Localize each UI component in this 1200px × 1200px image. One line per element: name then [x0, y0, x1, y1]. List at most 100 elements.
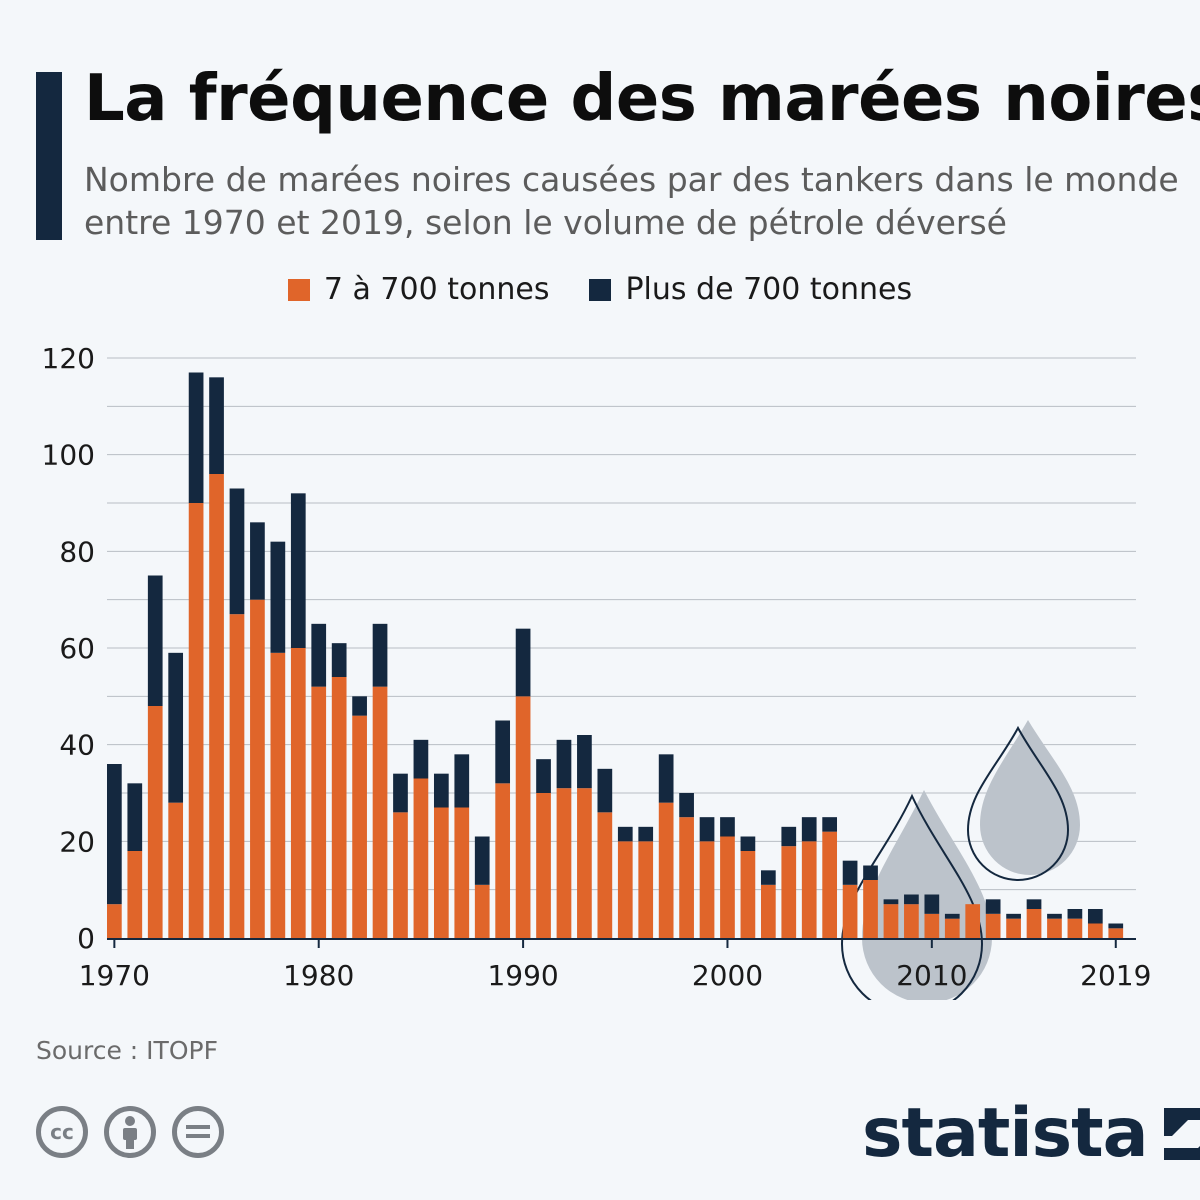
bar-large-1981: [331, 643, 347, 677]
bar-large-1978: [270, 541, 286, 653]
bar-large-2018: [1087, 909, 1103, 924]
x-tick-label: 2010: [896, 959, 967, 992]
bar-small-1985: [413, 778, 429, 938]
bar-small-2010: [924, 913, 940, 938]
bar-small-1988: [474, 884, 490, 938]
bar-large-2005: [822, 817, 838, 832]
nd-icon[interactable]: [172, 1106, 224, 1158]
bar-large-1996: [638, 826, 654, 842]
y-tick-label: 40: [59, 729, 95, 762]
bar-small-1971: [127, 851, 143, 938]
source-note: Source : ITOPF: [36, 1036, 218, 1065]
bar-large-1989: [495, 720, 511, 784]
statista-logo[interactable]: statista: [862, 1094, 1200, 1173]
bar-large-2010: [924, 894, 940, 914]
bar-small-1975: [209, 474, 224, 938]
legend-swatch-small: [287, 278, 310, 301]
bar-small-2004: [801, 841, 817, 938]
bar-small-1998: [679, 817, 694, 938]
bar-large-2000: [720, 817, 735, 837]
legend-label-large: Plus de 700 tonnes: [625, 272, 913, 307]
oil-drop-icon-small: [966, 725, 1070, 881]
bar-large-2004: [801, 817, 817, 842]
bar-small-1982: [352, 715, 367, 938]
bar-large-1990: [515, 628, 531, 697]
bar-large-1992: [556, 739, 572, 789]
bar-large-1994: [597, 768, 613, 813]
bar-small-1979: [290, 648, 306, 938]
bar-large-1974: [188, 372, 204, 503]
x-tick-label: 2000: [692, 959, 763, 992]
bar-small-1990: [515, 696, 531, 938]
bar-large-1984: [393, 773, 408, 813]
title-accent-bar: [36, 72, 62, 240]
bar-small-2000: [720, 836, 735, 938]
y-tick-label: 20: [59, 825, 95, 858]
bar-large-1985: [413, 739, 429, 779]
legend-item-small: 7 à 700 tonnes: [287, 272, 550, 307]
bar-small-2019: [1108, 928, 1124, 938]
legend-swatch-large: [589, 278, 612, 301]
bar-small-2005: [822, 831, 838, 938]
y-tick-label: 0: [77, 922, 95, 955]
bar-large-1976: [229, 488, 245, 615]
stacked-bar-chart: 0 20 40 60 80 100 120 1970 1980 1990 2000 2010 2019: [42, 342, 1151, 1000]
bar-small-1976: [229, 614, 245, 938]
bar-small-1986: [433, 807, 449, 938]
by-icon[interactable]: [104, 1106, 156, 1158]
bar-large-1993: [577, 735, 592, 789]
bar-large-2015: [1026, 899, 1042, 909]
bar-small-1972: [147, 706, 163, 938]
bar-large-1972: [147, 575, 163, 706]
y-axis-ticks: 0 20 40 60 80 100 120: [42, 342, 95, 955]
bar-large-1997: [658, 754, 674, 803]
bar-small-1992: [556, 788, 572, 938]
oil-drop-icon-small-shadow: [980, 720, 1080, 875]
bar-small-1983: [372, 686, 388, 938]
bar-large-1982: [352, 696, 367, 716]
cc-icon[interactable]: cc: [36, 1106, 88, 1158]
bar-small-1977: [250, 599, 265, 938]
statista-logo-icon: [1163, 1107, 1200, 1160]
bar-small-1994: [597, 812, 613, 938]
bars: [107, 372, 1124, 938]
bar-small-2008: [883, 904, 899, 938]
bar-small-2011: [944, 918, 960, 938]
bar-large-1975: [209, 377, 224, 474]
bar-large-1998: [679, 793, 694, 818]
bar-small-1974: [188, 503, 204, 938]
bar-small-2007: [863, 880, 878, 938]
bar-large-1983: [372, 623, 388, 687]
x-tick-label: 1990: [487, 959, 558, 992]
chart-legend: 7 à 700 tonnes Plus de 700 tonnes: [0, 272, 1200, 307]
bar-large-1999: [699, 817, 715, 842]
bar-small-2013: [985, 913, 1001, 938]
bar-large-2001: [740, 836, 756, 851]
legend-label-small: 7 à 700 tonnes: [323, 272, 550, 307]
bar-large-1971: [127, 783, 143, 851]
bar-large-2006: [842, 860, 858, 885]
y-tick-label: 60: [59, 632, 95, 665]
bar-small-1999: [699, 841, 715, 938]
bar-large-2007: [863, 865, 878, 880]
bar-large-1986: [433, 773, 449, 808]
bar-small-1993: [577, 788, 592, 938]
page-title: La fréquence des marées noires: [84, 62, 1200, 136]
bar-small-1989: [495, 783, 511, 938]
bar-small-2003: [781, 846, 797, 938]
bar-small-2002: [760, 884, 776, 938]
bar-small-1980: [311, 686, 327, 938]
bar-large-2013: [985, 899, 1001, 914]
bar-small-2014: [1006, 918, 1021, 938]
license-icons: cc: [36, 1106, 224, 1158]
bar-small-1987: [454, 807, 470, 938]
page-subtitle: Nombre de marées noires causées par des …: [84, 160, 1179, 242]
bar-large-2009: [904, 894, 919, 905]
bar-small-1995: [617, 841, 633, 938]
x-tick-label: 2019: [1080, 959, 1151, 992]
legend-item-large: Plus de 700 tonnes: [589, 272, 912, 307]
bar-large-1977: [250, 522, 265, 600]
bar-small-1996: [638, 841, 654, 938]
bar-large-2017: [1067, 909, 1083, 919]
y-tick-label: 100: [42, 439, 95, 472]
